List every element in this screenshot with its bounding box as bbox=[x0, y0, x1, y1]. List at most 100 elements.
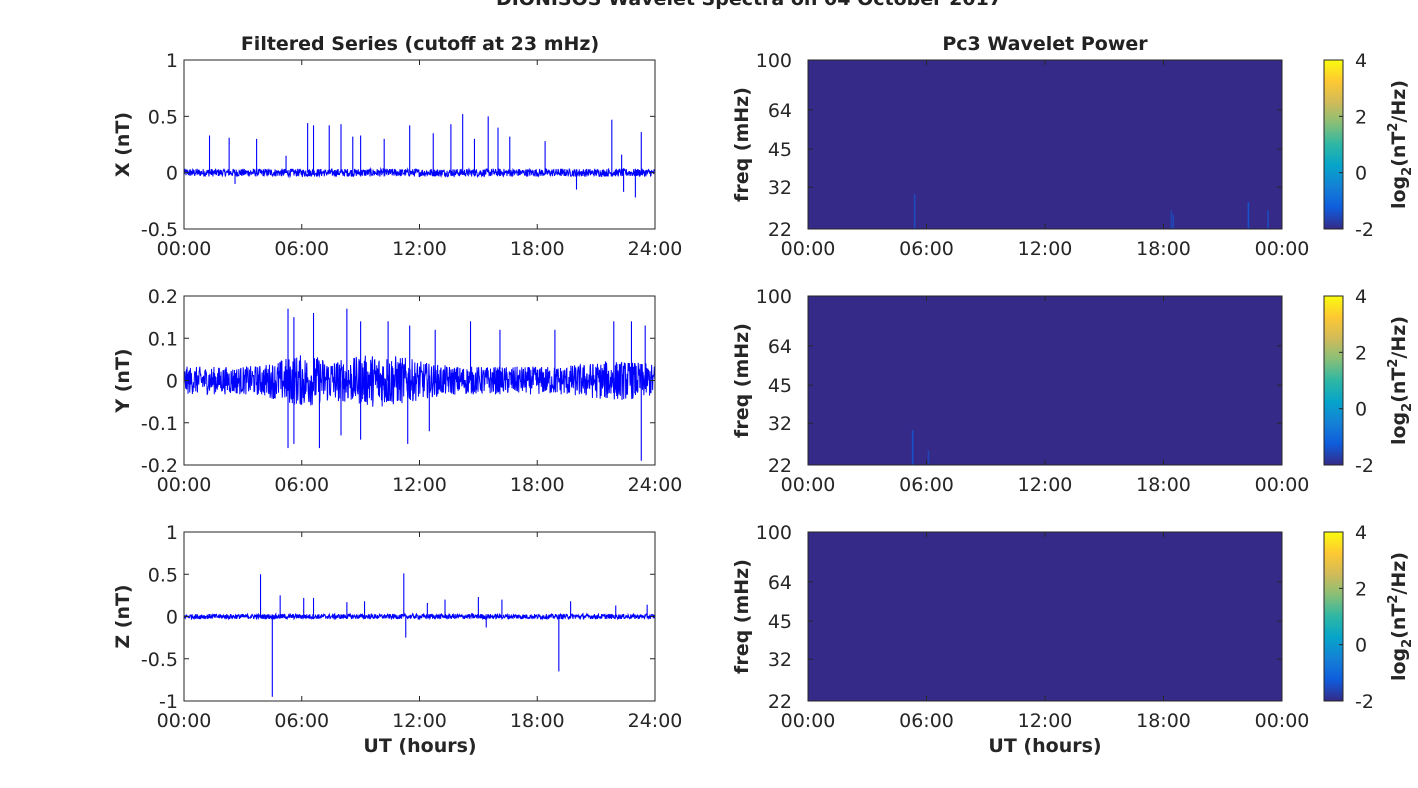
x-tick-label: 06:00 bbox=[274, 474, 329, 496]
x-tick-label: 06:00 bbox=[274, 710, 329, 732]
left-column-title: Filtered Series (cutoff at 23 mHz) bbox=[241, 33, 599, 55]
power-x-tick-label: 00:00 bbox=[781, 238, 836, 260]
colorbar-tick-label: 4 bbox=[1355, 286, 1367, 308]
series-panel-0: 1 0.5 0 -0.5 00:00 06:00 12:00 18:00 24:00 X (nT)… bbox=[112, 50, 1415, 260]
freq-tick-label: 32 bbox=[768, 649, 792, 671]
colorbar-label-part: 2 bbox=[1400, 403, 1415, 412]
x-tick-label: 24:00 bbox=[628, 238, 683, 260]
freq-tick-label: 64 bbox=[768, 572, 792, 594]
x-tick-label: 24:00 bbox=[628, 710, 683, 732]
x-tick-label: 00:00 bbox=[157, 474, 212, 496]
colorbar-label-part: /Hz) bbox=[1388, 80, 1410, 123]
power-x-tick-label: 06:00 bbox=[899, 238, 954, 260]
y-tick-label: 0 bbox=[166, 607, 178, 629]
power-heatmap-background bbox=[808, 296, 1282, 465]
x-tick-label: 06:00 bbox=[274, 238, 329, 260]
x-tick-label: 12:00 bbox=[392, 474, 447, 496]
colorbar bbox=[1323, 295, 1344, 466]
figure-title: DIONISOS Wavelet Spectra on 04 October 2… bbox=[496, 0, 1002, 10]
colorbar-label: log2(nT2/Hz) bbox=[1386, 552, 1415, 681]
y-tick-label: 1 bbox=[166, 522, 178, 544]
y-tick-label: 1 bbox=[166, 50, 178, 72]
y-tick-label: -1 bbox=[159, 691, 178, 713]
y-tick-label: 0.5 bbox=[148, 106, 178, 128]
colorbar-label-part: 2 bbox=[1386, 123, 1401, 132]
colorbar bbox=[1323, 531, 1344, 702]
colorbar-label-part: (nT bbox=[1388, 132, 1410, 167]
colorbar-tick-label: 4 bbox=[1355, 50, 1367, 72]
freq-tick-label: 45 bbox=[768, 375, 792, 397]
colorbar-tick-label: 2 bbox=[1355, 106, 1367, 128]
power-x-tick-label: 18:00 bbox=[1136, 474, 1191, 496]
freq-axis-label: freq (mHz) bbox=[731, 323, 753, 438]
freq-tick-label: 64 bbox=[768, 100, 792, 122]
colorbar-label-part: /Hz) bbox=[1388, 316, 1410, 359]
power-x-tick-label: 00:00 bbox=[1255, 710, 1310, 732]
series-noise-trace bbox=[183, 355, 656, 407]
colorbar-label-part: 2 bbox=[1386, 595, 1401, 604]
power-x-tick-label: 00:00 bbox=[781, 710, 836, 732]
freq-axis-label: freq (mHz) bbox=[731, 559, 753, 674]
power-heatmap-background bbox=[808, 532, 1282, 701]
colorbar-label: log2(nT2/Hz) bbox=[1386, 80, 1415, 209]
colorbar-tick-label: 0 bbox=[1355, 635, 1367, 657]
colorbar bbox=[1323, 59, 1344, 230]
colorbar-tick-label: -2 bbox=[1355, 691, 1374, 713]
colorbar-label-part: (nT bbox=[1388, 604, 1410, 639]
freq-tick-label: 64 bbox=[768, 336, 792, 358]
power-x-tick-label: 12:00 bbox=[1018, 710, 1073, 732]
power-x-tick-label: 00:00 bbox=[1255, 238, 1310, 260]
right-column-title: Pc3 Wavelet Power bbox=[942, 33, 1148, 55]
power-heatmap-background bbox=[808, 60, 1282, 229]
colorbar-tick-label: 0 bbox=[1355, 399, 1367, 421]
y-tick-label: -0.1 bbox=[141, 413, 178, 435]
colorbar-tick-label: 2 bbox=[1355, 578, 1367, 600]
x-tick-label: 12:00 bbox=[392, 710, 447, 732]
x-tick-label: 18:00 bbox=[510, 238, 565, 260]
freq-tick-label: 32 bbox=[768, 413, 792, 435]
freq-tick-label: 22 bbox=[768, 219, 792, 241]
power-hotspot bbox=[927, 450, 930, 465]
colorbar-tick-label: 0 bbox=[1355, 163, 1367, 185]
y-tick-label: -0.5 bbox=[141, 649, 178, 671]
y-tick-label: 0.5 bbox=[148, 564, 178, 586]
freq-tick-label: 100 bbox=[756, 50, 792, 72]
series-plot-area bbox=[184, 60, 655, 229]
colorbar-label-part: 2 bbox=[1400, 167, 1415, 176]
left-x-axis-label: UT (hours) bbox=[363, 735, 476, 757]
power-hotspot bbox=[1267, 210, 1269, 229]
y-tick-label: 0.2 bbox=[148, 286, 178, 308]
freq-tick-label: 22 bbox=[768, 691, 792, 713]
colorbar-tick-label: -2 bbox=[1355, 455, 1374, 477]
colorbar-label-part: log bbox=[1388, 176, 1410, 209]
freq-tick-label: 100 bbox=[756, 522, 792, 544]
series-y-axis-label: X (nT) bbox=[112, 112, 134, 177]
colorbar-label-part: log bbox=[1388, 412, 1410, 445]
power-x-tick-label: 06:00 bbox=[899, 710, 954, 732]
y-tick-label: -0.2 bbox=[141, 455, 178, 477]
colorbar-label-part: /Hz) bbox=[1388, 552, 1410, 595]
series-noise-trace bbox=[183, 612, 656, 621]
y-tick-label: 0 bbox=[166, 371, 178, 393]
power-x-tick-label: 18:00 bbox=[1136, 710, 1191, 732]
x-tick-label: 18:00 bbox=[510, 710, 565, 732]
power-x-tick-label: 06:00 bbox=[899, 474, 954, 496]
colorbar-tick-label: 4 bbox=[1355, 522, 1367, 544]
series-noise-trace bbox=[183, 166, 656, 179]
series-y-axis-label: Y (nT) bbox=[112, 348, 134, 413]
power-x-tick-label: 12:00 bbox=[1018, 238, 1073, 260]
power-x-tick-label: 12:00 bbox=[1018, 474, 1073, 496]
freq-tick-label: 45 bbox=[768, 611, 792, 633]
power-x-tick-label: 00:00 bbox=[1255, 474, 1310, 496]
y-tick-label: -0.5 bbox=[141, 219, 178, 241]
right-x-axis-label: UT (hours) bbox=[988, 735, 1101, 757]
colorbar-label: log2(nT2/Hz) bbox=[1386, 316, 1415, 445]
colorbar-tick-label: 2 bbox=[1355, 342, 1367, 364]
x-tick-label: 00:00 bbox=[157, 710, 212, 732]
power-hotspot bbox=[1247, 202, 1250, 229]
colorbar-label-part: 2 bbox=[1400, 639, 1415, 648]
y-tick-label: 0 bbox=[166, 163, 178, 185]
x-tick-label: 12:00 bbox=[392, 238, 447, 260]
freq-tick-label: 100 bbox=[756, 286, 792, 308]
